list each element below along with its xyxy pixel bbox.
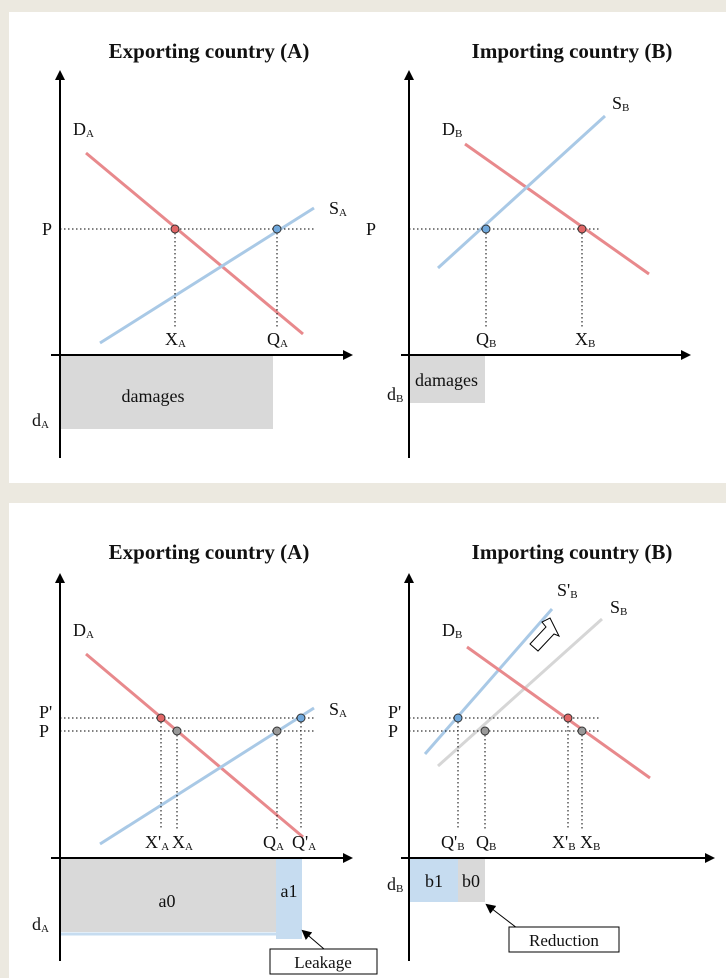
area-b1 — [410, 858, 458, 902]
price-label: P — [366, 219, 376, 239]
demand-label: DB — [442, 119, 462, 140]
supply-new-label: S'B — [557, 580, 578, 601]
left-title: Exporting country (A) — [109, 540, 310, 564]
xa-label: XA — [165, 329, 186, 350]
a1-label: a1 — [281, 881, 298, 901]
supply-curve-new — [423, 608, 554, 755]
damages-area — [60, 355, 273, 429]
xb-new-label: X'B — [552, 832, 576, 853]
price-new-label: P' — [39, 702, 52, 722]
policy-panel: Exporting country (A) Importing country … — [9, 503, 726, 978]
demand-label: DA — [73, 620, 94, 641]
damages-label: damages — [415, 370, 478, 390]
qb-label: QB — [476, 329, 496, 350]
price-label: P — [42, 219, 52, 239]
damages-area — [409, 355, 485, 403]
policy-diagram: Exporting country (A) Importing country … — [32, 540, 715, 975]
a0-label: a0 — [159, 891, 176, 911]
area-a0 — [60, 858, 276, 932]
demand-point — [577, 224, 587, 234]
demand-curve — [85, 652, 304, 839]
xb-label: XB — [575, 329, 595, 350]
reduction-pointer — [485, 903, 518, 929]
b0-label: b0 — [462, 871, 480, 891]
supply-label: SA — [329, 699, 347, 720]
qb-label: QB — [476, 832, 496, 853]
price-label: P — [388, 721, 398, 741]
supply-point — [481, 224, 491, 234]
demand-curve — [464, 142, 650, 276]
qb-new-label: Q'B — [441, 832, 465, 853]
demand-point-old — [577, 726, 587, 736]
da-label: dA — [32, 410, 49, 431]
qa-new-label: Q'A — [292, 832, 316, 853]
demand-point-new — [563, 713, 573, 723]
da-label: dA — [32, 914, 49, 935]
demand-label: DB — [442, 620, 462, 641]
leakage-callout: Leakage — [294, 953, 352, 972]
left-title: Exporting country (A) — [109, 39, 310, 63]
importing-graph: b1 b0 P' P DB S'B SB Q'B QB X'B XB dB Re… — [387, 573, 715, 961]
shift-arrow-icon — [529, 617, 561, 652]
damages-label: damages — [122, 386, 185, 406]
importing-graph: damages P DB SB QB XB dB — [366, 70, 691, 458]
supply-point-old — [272, 726, 282, 736]
demand-label: DA — [73, 119, 94, 140]
db-label: dB — [387, 874, 403, 895]
demand-point-new — [156, 713, 166, 723]
right-title: Importing country (B) — [472, 540, 673, 564]
qa-label: QA — [267, 329, 288, 350]
supply-curve-old — [436, 617, 604, 768]
exporting-graph: damages P DA SA XA QA dA — [32, 70, 353, 458]
reduction-callout: Reduction — [529, 931, 599, 950]
supply-point — [272, 224, 282, 234]
db-label: dB — [387, 384, 403, 405]
area-a1 — [276, 858, 302, 939]
baseline-diagram: Exporting country (A) Importing country … — [32, 39, 691, 458]
price-label: P — [39, 721, 49, 741]
demand-curve — [85, 151, 304, 336]
supply-point-new — [453, 713, 463, 723]
supply-point-new — [296, 713, 306, 723]
supply-label: SB — [612, 93, 629, 114]
supply-label: SA — [329, 198, 347, 219]
price-new-label: P' — [388, 702, 401, 722]
demand-point — [170, 224, 180, 234]
leakage-callout-box — [269, 948, 378, 975]
area-b0 — [458, 858, 485, 902]
xa-new-label: X'A — [145, 832, 169, 853]
leakage-pointer — [301, 929, 325, 950]
exporting-graph: a0 a1 P' P DA SA X'A XA QA Q'A dA Leakag… — [32, 573, 378, 975]
xb-label: XB — [580, 832, 600, 853]
reduction-callout-box — [508, 926, 620, 953]
qa-label: QA — [263, 832, 284, 853]
demand-curve — [466, 645, 651, 780]
xa-label: XA — [172, 832, 193, 853]
supply-curve — [99, 206, 315, 345]
demand-point-old — [172, 726, 182, 736]
supply-curve — [99, 706, 315, 846]
supply-point-old — [480, 726, 490, 736]
b1-label: b1 — [425, 871, 443, 891]
supply-label: SB — [610, 597, 627, 618]
supply-curve — [436, 114, 607, 270]
right-title: Importing country (B) — [472, 39, 673, 63]
baseline-panel: Exporting country (A) Importing country … — [9, 12, 726, 483]
